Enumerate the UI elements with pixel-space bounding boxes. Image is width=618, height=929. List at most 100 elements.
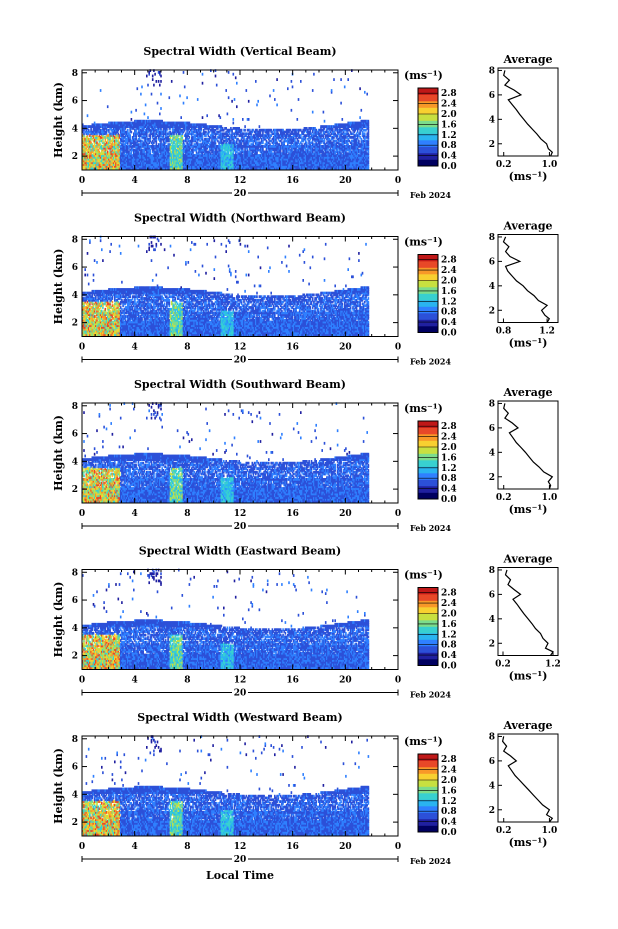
y-tick-label: 2 bbox=[72, 652, 78, 662]
profile-y-tick: 8 bbox=[489, 732, 495, 742]
x-tick-label: 0 bbox=[79, 842, 85, 852]
profile-title: Average bbox=[502, 719, 552, 732]
colorbar-segment bbox=[418, 101, 438, 108]
colorbar-segment bbox=[418, 633, 438, 640]
colorbar-segment bbox=[418, 812, 438, 820]
y-tick-label: 6 bbox=[72, 430, 78, 440]
beam-panel-vertical-beam: Spectral Width (Vertical Beam) 2 4 6 8 Height… bbox=[52, 45, 559, 200]
colorbar-segment bbox=[418, 280, 438, 288]
profile-x-tick: 0.8 bbox=[496, 327, 512, 337]
y-tick-label: 2 bbox=[72, 818, 78, 828]
colorbar-tick-label: 0.4 bbox=[441, 818, 457, 828]
date-label: Feb 2024 bbox=[410, 856, 451, 866]
colorbar-segment bbox=[418, 133, 438, 141]
x-tick-label: 16 bbox=[286, 842, 299, 852]
profile-y-tick: 4 bbox=[489, 115, 495, 125]
x-tick-label: 0 bbox=[395, 842, 401, 852]
colorbar-tick-label: 0.0 bbox=[441, 495, 457, 505]
colorbar-unit: (ms⁻¹) bbox=[404, 569, 443, 582]
profile-x-tick: 1.2 bbox=[539, 327, 555, 337]
colorbar-tick-label: 2.4 bbox=[441, 266, 457, 276]
profile-y-tick: 8 bbox=[489, 66, 495, 76]
x-tick-label: 4 bbox=[132, 509, 138, 519]
colorbar-tick-label: 2.8 bbox=[441, 755, 457, 765]
colorbar-tick-label: 2.4 bbox=[441, 100, 457, 110]
colorbar-tick-label: 1.2 bbox=[441, 797, 457, 807]
colorbar-tick-label: 2.0 bbox=[441, 110, 457, 120]
y-tick-label: 8 bbox=[72, 402, 78, 412]
colorbar-tick-label: 2.0 bbox=[441, 776, 457, 786]
colorbar: 0.00.40.81.21.62.02.42.8 bbox=[417, 254, 457, 339]
colorbar-tick-label: 0.4 bbox=[441, 485, 457, 495]
colorbar-tick-label: 0.8 bbox=[441, 641, 457, 651]
panel-title: Spectral Width (Eastward Beam) bbox=[139, 545, 341, 558]
colorbar-tick-label: 0.8 bbox=[441, 807, 457, 817]
y-tick-label: 8 bbox=[72, 235, 78, 245]
colorbar-segment bbox=[418, 626, 438, 634]
colorbar-tick-label: 0.8 bbox=[441, 308, 457, 318]
profile-y-tick: 6 bbox=[489, 590, 495, 600]
y-tick-label: 8 bbox=[72, 568, 78, 578]
colorbar-tick-label: 0.0 bbox=[441, 662, 457, 672]
profile-y-tick: 2 bbox=[489, 639, 495, 649]
x-tick-label: 0 bbox=[79, 676, 85, 686]
colorbar-segment bbox=[418, 620, 438, 627]
profile-y-tick: 8 bbox=[489, 399, 495, 409]
profile-unit: (ms⁻¹) bbox=[509, 836, 548, 849]
beam-panel-northward-beam: Spectral Width (Northward Beam) 2 4 6 8 Heigh… bbox=[52, 212, 559, 367]
profile-y-tick: 8 bbox=[489, 566, 495, 576]
average-profile: Average 2 4 6 8 0.2 1.0(ms⁻¹) bbox=[489, 719, 559, 849]
y-tick-label: 6 bbox=[72, 97, 78, 107]
day-label: 20 bbox=[234, 189, 247, 199]
profile-y-tick: 6 bbox=[489, 424, 495, 434]
heatmap-cells bbox=[82, 568, 370, 669]
profile-unit: (ms⁻¹) bbox=[509, 503, 548, 516]
y-axis-label: Height (km) bbox=[52, 748, 65, 824]
colorbar-tick-label: 1.2 bbox=[441, 464, 457, 474]
beam-panel-eastward-beam: Spectral Width (Eastward Beam) 2 4 6 8 Height… bbox=[52, 545, 561, 700]
profile-line bbox=[503, 403, 554, 490]
profile-frame bbox=[497, 234, 559, 323]
y-tick-label: 2 bbox=[72, 152, 78, 162]
x-tick-label: 0 bbox=[79, 343, 85, 353]
beam-panel-westward-beam: Spectral Width (Westward Beam) 2 4 6 8 Height… bbox=[52, 711, 559, 866]
colorbar-segment bbox=[418, 254, 438, 262]
colorbar-segment bbox=[418, 819, 438, 826]
x-tick-label: 4 bbox=[132, 176, 138, 186]
panel-title: Spectral Width (Vertical Beam) bbox=[143, 45, 336, 58]
colorbar: 0.00.40.81.21.62.02.42.8 bbox=[417, 87, 457, 172]
profile-y-tick: 2 bbox=[489, 806, 495, 816]
y-tick-label: 6 bbox=[72, 763, 78, 773]
profile-y-tick: 2 bbox=[489, 306, 495, 316]
colorbar-tick-label: 1.6 bbox=[441, 453, 457, 463]
colorbar-segment bbox=[418, 319, 438, 327]
profile-y-tick: 4 bbox=[489, 615, 495, 625]
colorbar-segment bbox=[418, 793, 438, 800]
x-tick-label: 0 bbox=[395, 509, 401, 519]
profile-line bbox=[502, 236, 551, 323]
profile-unit: (ms⁻¹) bbox=[509, 170, 548, 183]
colorbar-tick-label: 1.6 bbox=[441, 120, 457, 130]
profile-y-tick: 4 bbox=[489, 282, 495, 292]
y-axis-label: Height (km) bbox=[52, 82, 65, 158]
profile-y-tick: 6 bbox=[489, 91, 495, 101]
colorbar-segment bbox=[418, 114, 438, 121]
profile-y-tick: 4 bbox=[489, 448, 495, 458]
colorbar-segment bbox=[418, 806, 438, 813]
colorbar-segment bbox=[418, 799, 438, 807]
colorbar-segment bbox=[418, 646, 438, 653]
colorbar-segment bbox=[418, 773, 438, 781]
x-tick-label: 8 bbox=[184, 509, 190, 519]
panel-title: Spectral Width (Northward Beam) bbox=[134, 212, 346, 225]
date-label: Feb 2024 bbox=[410, 190, 451, 200]
profile-y-tick: 6 bbox=[489, 257, 495, 267]
profile-x-tick: 1.2 bbox=[545, 660, 561, 670]
x-tick-label: 4 bbox=[132, 343, 138, 353]
colorbar-tick-label: 1.6 bbox=[441, 620, 457, 630]
x-tick-label: 8 bbox=[184, 176, 190, 186]
colorbar: 0.00.40.81.21.62.02.42.8 bbox=[417, 420, 457, 505]
profile-title: Average bbox=[502, 53, 552, 66]
colorbar-segment bbox=[418, 473, 438, 480]
y-axis-label: Height (km) bbox=[52, 582, 65, 658]
colorbar-segment bbox=[418, 652, 438, 660]
